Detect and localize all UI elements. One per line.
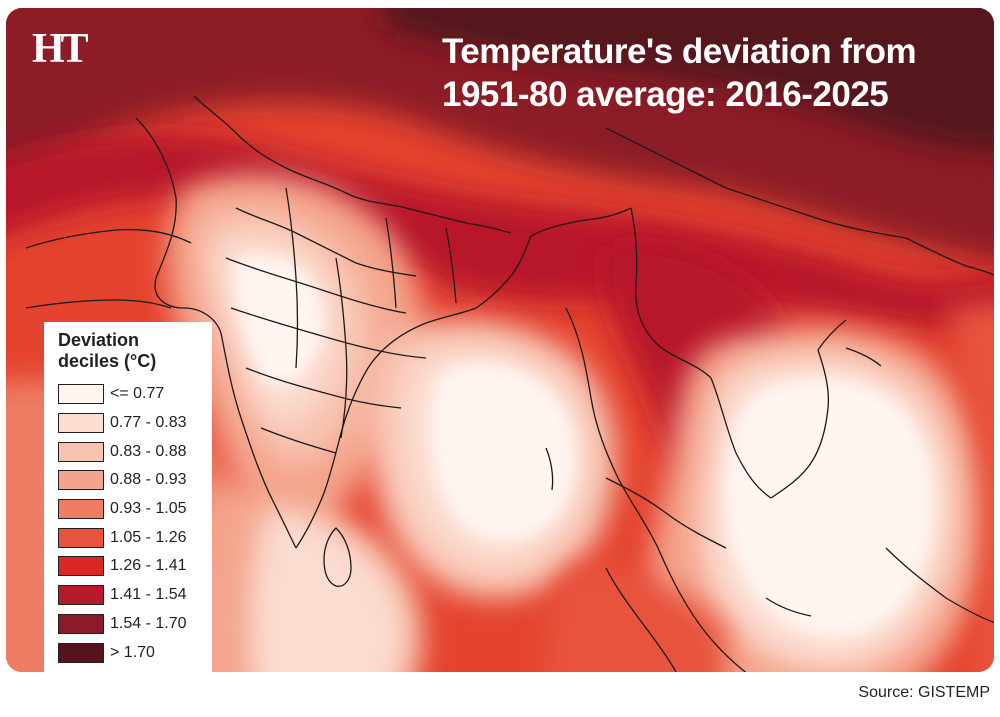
legend-item: <= 0.77 [58, 380, 187, 409]
legend-item: 0.88 - 0.93 [58, 466, 187, 495]
legend-item: 0.77 - 0.83 [58, 409, 187, 438]
map-title-line-1: Temperature's deviation from [442, 32, 917, 71]
legend-title: Deviation deciles (°C) [58, 330, 156, 372]
legend-items: <= 0.77 0.77 - 0.83 0.83 - 0.88 0.88 - 0… [58, 380, 187, 667]
legend-label: 1.26 - 1.41 [110, 557, 187, 575]
legend: Deviation deciles (°C) <= 0.77 0.77 - 0.… [44, 322, 212, 672]
legend-swatch [58, 499, 104, 520]
legend-label: 0.83 - 0.88 [110, 442, 187, 460]
map-frame: HT Temperature's deviation from 1951-80 … [6, 8, 994, 672]
legend-swatch [58, 556, 104, 577]
ht-logo: HT [32, 26, 89, 72]
deviation-surface [6, 8, 994, 672]
legend-label: 1.05 - 1.26 [110, 528, 187, 546]
legend-swatch [58, 384, 104, 405]
temperature-map [6, 8, 994, 672]
legend-item: 1.54 - 1.70 [58, 610, 187, 639]
legend-item: 1.26 - 1.41 [58, 552, 187, 581]
legend-label: 0.88 - 0.93 [110, 471, 187, 489]
map-title: Temperature's deviation from 1951-80 ave… [442, 30, 982, 116]
legend-label: 1.41 - 1.54 [110, 586, 187, 604]
legend-label: 0.77 - 0.83 [110, 414, 187, 432]
legend-item: 0.93 - 1.05 [58, 495, 187, 524]
legend-item: > 1.70 [58, 638, 187, 667]
legend-swatch [58, 613, 104, 634]
legend-item: 1.05 - 1.26 [58, 523, 187, 552]
legend-label: 0.93 - 1.05 [110, 500, 187, 518]
legend-swatch [58, 527, 104, 548]
legend-swatch [58, 413, 104, 434]
map-title-line-2: 1951-80 average: 2016-2025 [442, 75, 889, 114]
legend-item: 0.83 - 0.88 [58, 437, 187, 466]
legend-label: 1.54 - 1.70 [110, 614, 187, 632]
legend-item: 1.41 - 1.54 [58, 581, 187, 610]
legend-swatch [58, 585, 104, 606]
legend-label: > 1.70 [110, 643, 155, 661]
legend-swatch [58, 642, 104, 663]
legend-label: <= 0.77 [110, 385, 165, 403]
legend-title-line-1: Deviation [58, 330, 140, 350]
legend-title-line-2: deciles (°C) [58, 351, 157, 371]
boundary-lines [25, 95, 994, 672]
source-credit: Source: GISTEMP [858, 684, 990, 701]
legend-swatch [58, 470, 104, 491]
legend-swatch [58, 441, 104, 462]
